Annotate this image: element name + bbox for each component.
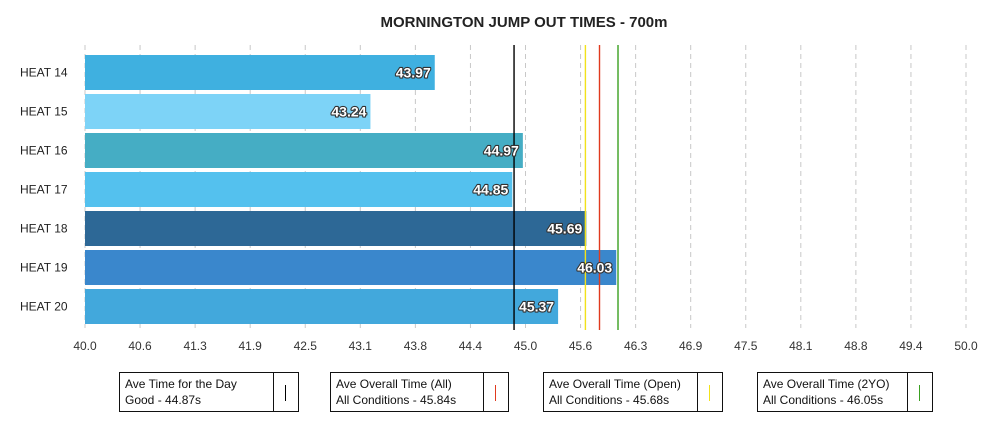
x-tick-label: 50.0 [954, 339, 978, 353]
bars [85, 55, 617, 324]
bar [85, 55, 435, 90]
legend-item-overall-2yo: Ave Overall Time (2YO) All Conditions - … [757, 372, 933, 412]
x-tick-label: 47.5 [734, 339, 758, 353]
legend-item-text: Ave Overall Time (2YO) All Conditions - … [763, 376, 889, 408]
legend-swatch [273, 373, 298, 411]
x-tick-label: 49.4 [899, 339, 923, 353]
category-label: HEAT 14 [20, 66, 68, 80]
x-tick-label: 46.9 [679, 339, 703, 353]
legend-line-marker [919, 385, 920, 401]
legend-item-line1: Ave Overall Time (2YO) [763, 377, 890, 391]
value-label: 43.24 [331, 104, 366, 120]
legend-item-line1: Ave Overall Time (Open) [549, 377, 681, 391]
legend-item-line1: Ave Overall Time (All) [336, 377, 452, 391]
legend-item-line2: All Conditions - 45.84s [336, 393, 457, 407]
legend-item-overall-open: Ave Overall Time (Open) All Conditions -… [543, 372, 723, 412]
category-label: HEAT 15 [20, 105, 68, 119]
bar [85, 133, 523, 168]
x-tick-label: 41.3 [183, 339, 207, 353]
x-tick-label: 45.0 [514, 339, 538, 353]
category-label: HEAT 17 [20, 183, 68, 197]
legend-line-marker [285, 385, 286, 401]
x-tick-label: 43.8 [404, 339, 428, 353]
bar [85, 211, 587, 246]
legend-item-text: Ave Time for the Day Good - 44.87s [125, 376, 237, 408]
legend-item-overall-all: Ave Overall Time (All) All Conditions - … [330, 372, 509, 412]
value-labels: 43.97 43.24 44.97 44.85 45.69 46.03 45.37 [330, 63, 613, 315]
legend-line-marker [495, 385, 496, 401]
legend-item-line2: Good - 44.87s [125, 393, 202, 407]
bar [85, 250, 617, 285]
x-axis-ticks: 40.0 40.6 41.3 41.9 42.5 43.1 43.8 44.4 45.0 45.6… [73, 339, 978, 353]
category-label: HEAT 18 [20, 222, 68, 236]
x-tick-label: 48.8 [844, 339, 868, 353]
legend-item-text: Ave Overall Time (All) All Conditions - … [336, 376, 456, 408]
legend-item-line1: Ave Time for the Day [125, 377, 237, 391]
reference-lines [513, 45, 619, 330]
x-tick-label: 42.5 [294, 339, 318, 353]
legend-swatch [907, 373, 932, 411]
category-label: HEAT 19 [20, 261, 68, 275]
x-tick-label: 43.1 [349, 339, 373, 353]
legend-item-day-average: Ave Time for the Day Good - 44.87s [119, 372, 299, 412]
legend-swatch [697, 373, 722, 411]
x-tick-label: 44.4 [459, 339, 483, 353]
legend-item-text: Ave Overall Time (Open) All Conditions -… [549, 376, 681, 408]
value-label: 45.37 [519, 299, 554, 315]
category-label: HEAT 20 [20, 300, 68, 314]
category-labels: HEAT 14 HEAT 15 HEAT 16 HEAT 17 HEAT 18 HEAT … [20, 66, 68, 314]
x-tick-label: 40.6 [128, 339, 152, 353]
legend-item-line2: All Conditions - 46.05s [763, 393, 884, 407]
bar [85, 172, 513, 207]
x-tick-label: 40.0 [73, 339, 97, 353]
bar [85, 94, 371, 129]
legend-item-line2: All Conditions - 45.68s [549, 393, 670, 407]
value-label: 43.97 [396, 65, 431, 81]
bar [85, 289, 559, 324]
x-tick-label: 45.6 [569, 339, 593, 353]
value-label: 45.69 [547, 221, 582, 237]
value-label: 44.85 [473, 182, 508, 198]
value-label: 44.97 [484, 143, 519, 159]
chart-title: MORNINGTON JUMP OUT TIMES - 700m [381, 14, 668, 31]
legend-swatch [483, 373, 508, 411]
value-label: 46.03 [577, 260, 612, 276]
category-label: HEAT 16 [20, 144, 68, 158]
x-tick-label: 46.3 [624, 339, 648, 353]
legend-line-marker [709, 385, 710, 401]
x-tick-label: 41.9 [239, 339, 263, 353]
x-tick-label: 48.1 [789, 339, 813, 353]
